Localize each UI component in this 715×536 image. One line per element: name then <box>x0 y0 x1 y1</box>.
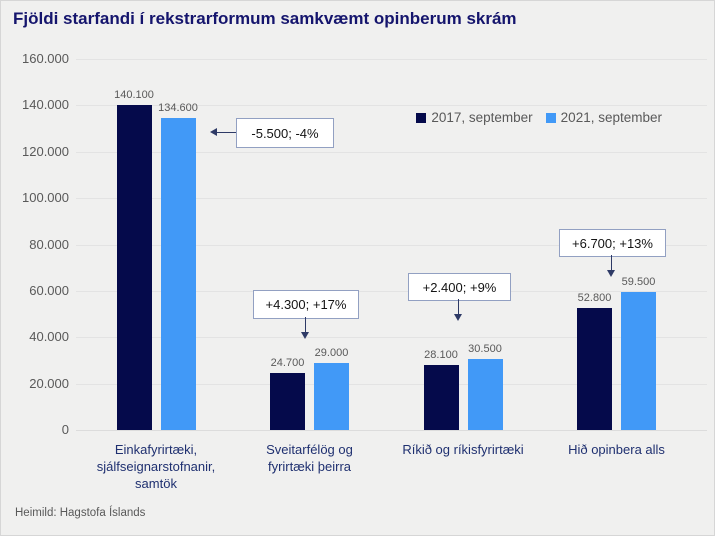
annotation-arrow-line <box>610 255 612 271</box>
legend-swatch-icon <box>416 112 427 123</box>
gridline <box>76 105 707 107</box>
bar-value-label: 52.800 <box>577 291 612 304</box>
bar-2017-september <box>423 364 459 430</box>
y-axis-tick-label: 20.000 <box>29 375 69 391</box>
y-axis-tick-label: 60.000 <box>29 282 69 298</box>
annotation-arrowhead-icon <box>301 332 309 339</box>
legend: 2017, september 2021, september <box>416 110 662 125</box>
legend-item: 2021, september <box>545 110 662 125</box>
annotation-box: +4.300; +17% <box>253 290 359 319</box>
source-note: Heimild: Hagstofa Íslands <box>15 507 146 519</box>
bar-2017-september <box>577 307 612 430</box>
legend-swatch-icon <box>545 112 556 123</box>
y-axis-tick-label: 0 <box>61 422 69 437</box>
gridline <box>76 244 707 246</box>
bar-2017-september <box>270 372 305 430</box>
annotation-arrowhead-icon <box>454 314 462 321</box>
bar-2017-september <box>116 105 152 430</box>
gridline <box>76 151 707 153</box>
annotation-box: -5.500; -4% <box>236 118 334 148</box>
legend-item: 2017, september <box>416 110 533 125</box>
bar-value-label: 29.000 <box>314 346 349 359</box>
annotation-box: +2.400; +9% <box>408 273 511 301</box>
category-label: Einkafyrirtæki, sjálfseignarstofnanir, s… <box>96 442 216 492</box>
annotation-arrowhead-icon <box>607 270 615 277</box>
y-axis-tick-label: 100.000 <box>22 190 69 206</box>
bar-value-label: 134.600 <box>158 101 198 114</box>
bar-value-label: 24.700 <box>270 356 305 369</box>
y-axis-tick-label: 120.000 <box>22 143 69 159</box>
bar-2021-september <box>621 292 656 430</box>
y-axis-tick-label: 160.000 <box>22 51 69 66</box>
bar-2021-september <box>467 359 503 430</box>
gridline <box>76 290 707 292</box>
bar-value-label: 30.500 <box>468 343 502 356</box>
gridline <box>76 383 707 385</box>
gridline <box>76 337 707 339</box>
annotation-arrowhead-icon <box>210 128 217 136</box>
y-axis-tick-label: 80.000 <box>29 236 69 252</box>
annotation-arrow-line <box>304 317 306 333</box>
legend-label: 2017, september <box>431 110 533 125</box>
chart-title: Fjöldi starfandi í rekstrarformum samkvæ… <box>13 9 517 28</box>
legend-label: 2021, september <box>560 110 662 125</box>
annotation-arrow-line <box>216 131 236 133</box>
annotation-box: +6.700; +13% <box>559 229 666 257</box>
gridline <box>76 198 707 200</box>
category-label: Sveitarfélög og fyrirtæki þeirra <box>266 442 353 475</box>
x-axis-line <box>76 430 707 431</box>
annotation-arrow-line <box>457 299 459 315</box>
category-label: Hið opinbera alls <box>568 442 665 457</box>
bar-2021-september <box>314 362 349 430</box>
bar-value-label: 59.500 <box>621 276 656 289</box>
gridline <box>76 59 707 60</box>
bar-value-label: 28.100 <box>424 348 458 361</box>
category-label: Ríkið og ríkisfyrirtæki <box>402 442 524 457</box>
y-axis-tick-label: 40.000 <box>29 329 69 345</box>
y-axis-tick-label: 140.000 <box>22 97 69 113</box>
bar-2021-september <box>160 117 196 430</box>
bar-value-label: 140.100 <box>114 89 154 102</box>
